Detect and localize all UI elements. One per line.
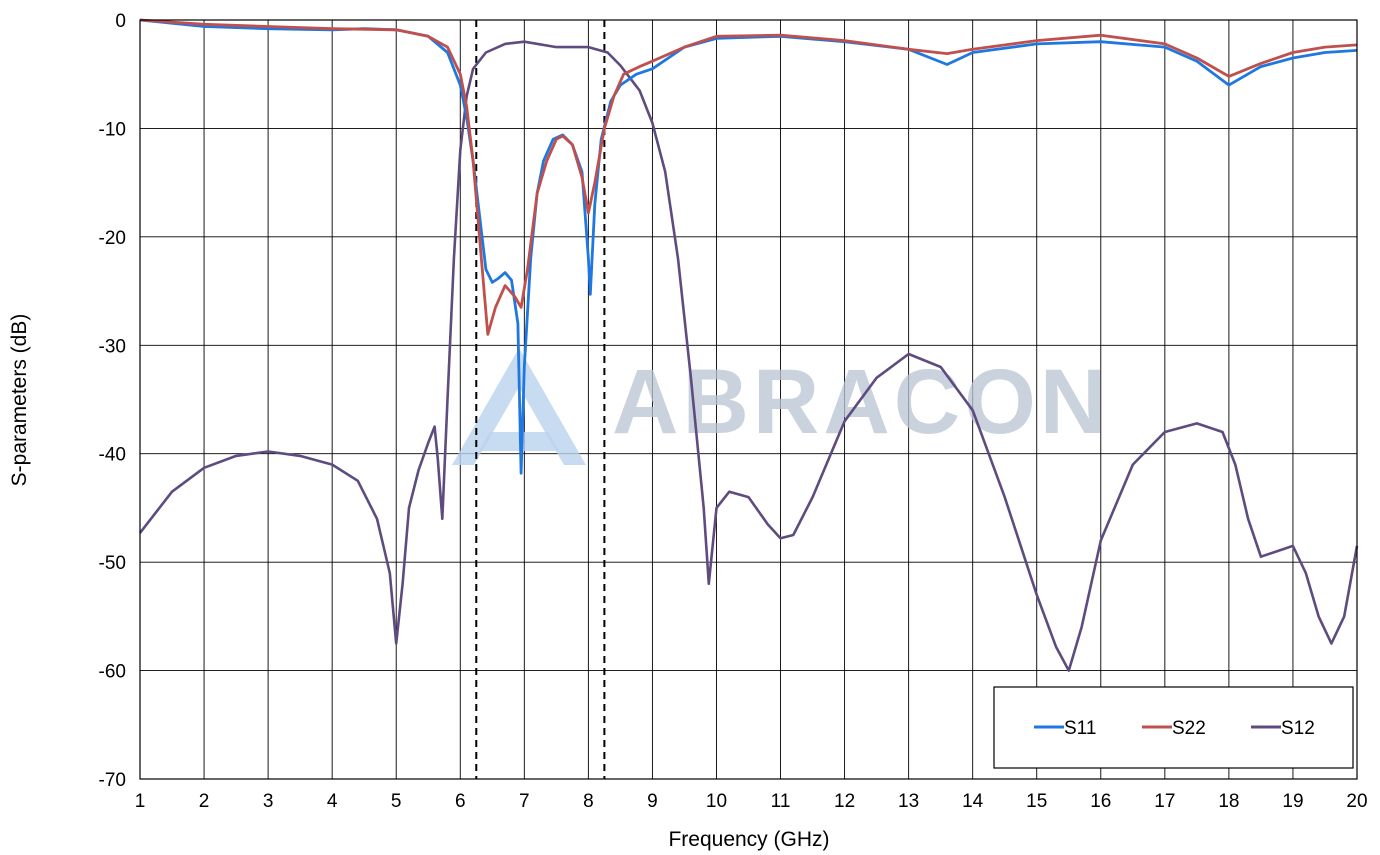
x-tick-label: 1 — [135, 791, 146, 812]
y-tick-label: -70 — [99, 770, 126, 791]
legend-item-s11: S11 — [1034, 718, 1096, 739]
tick-labels: 1 2 3 4 5 6 7 8 9 10 11 12 13 14 15 16 17 18 19 200-10-20-3… — [99, 11, 1368, 812]
x-tick-label: 15 — [1026, 791, 1047, 812]
series — [138, 18, 1359, 672]
legend-item-s22: S22 — [1142, 718, 1206, 739]
axes — [139, 19, 1358, 780]
y-axis-title: S-parameters (dB) — [8, 314, 31, 487]
x-tick-label: 3 — [263, 791, 274, 812]
y-tick-label: -40 — [99, 445, 126, 466]
x-tick-label: 14 — [962, 791, 984, 812]
x-tick-label: 5 — [391, 791, 402, 812]
watermark-text: ABRACON — [612, 351, 1110, 453]
series-s12-line — [138, 40, 1359, 672]
x-tick-label: 18 — [1218, 791, 1239, 812]
legend-label: S22 — [1172, 718, 1206, 739]
watermark: ABRACON — [452, 348, 1110, 465]
legend-label: S11 — [1064, 718, 1096, 739]
x-tick-label: 7 — [519, 791, 530, 812]
x-tick-label: 17 — [1154, 791, 1175, 812]
x-tick-label: 2 — [199, 791, 210, 812]
x-tick-label: 12 — [834, 791, 855, 812]
y-tick-label: 0 — [115, 11, 126, 32]
x-tick-label: 9 — [647, 791, 658, 812]
x-tick-label: 11 — [771, 791, 791, 812]
legend-label: S12 — [1281, 718, 1315, 739]
band-markers — [475, 20, 606, 779]
x-tick-label: 10 — [706, 791, 727, 812]
x-axis-title: Frequency (GHz) — [668, 828, 829, 851]
x-tick-label: 13 — [898, 791, 919, 812]
series-s22-line — [139, 18, 1358, 336]
y-tick-label: -20 — [99, 228, 126, 249]
legend-item-s12: S12 — [1251, 718, 1315, 739]
y-tick-label: -30 — [99, 336, 126, 357]
x-tick-label: 16 — [1090, 791, 1111, 812]
x-tick-label: 8 — [583, 791, 594, 812]
x-tick-label: 4 — [327, 791, 338, 812]
x-tick-label: 19 — [1282, 791, 1303, 812]
x-tick-label: 20 — [1346, 791, 1367, 812]
legend: S11 S22 S12 — [993, 686, 1354, 769]
y-tick-label: -50 — [99, 553, 126, 574]
y-tick-label: -60 — [99, 662, 126, 683]
x-tick-label: 6 — [455, 791, 466, 812]
plot-frame — [139, 19, 1358, 780]
abracon-logo-mark — [452, 348, 586, 465]
y-tick-label: -10 — [99, 119, 126, 140]
